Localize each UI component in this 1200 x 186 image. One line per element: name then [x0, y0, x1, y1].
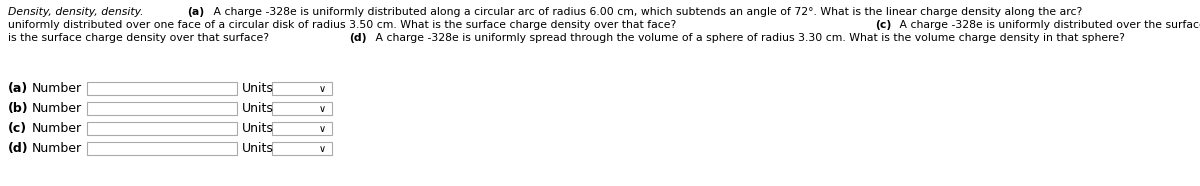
Text: Number: Number	[32, 142, 82, 155]
Text: Units: Units	[242, 122, 274, 135]
Bar	[272, 122, 332, 135]
Bar	[88, 102, 238, 115]
Text: Number: Number	[32, 82, 82, 95]
Bar	[88, 82, 238, 95]
Text: Units: Units	[242, 82, 274, 95]
Text: Units: Units	[242, 142, 274, 155]
Text: (d): (d)	[349, 33, 367, 43]
Text: ∨: ∨	[318, 103, 325, 113]
Text: uniformly distributed over one face of a circular disk of radius 3.50 cm. What i: uniformly distributed over one face of a…	[8, 20, 679, 30]
Text: (b): (b)	[8, 102, 29, 115]
Text: ∨: ∨	[318, 124, 325, 134]
Text: ∨: ∨	[318, 144, 325, 153]
Text: A charge -328e is uniformly spread through the volume of a sphere of radius 3.30: A charge -328e is uniformly spread throu…	[372, 33, 1124, 43]
Text: A charge -328e is uniformly distributed along a circular arc of radius 6.00 cm, : A charge -328e is uniformly distributed …	[210, 7, 1085, 17]
Text: A charge -328e is uniformly distributed over the surface of a sphere of radius 2: A charge -328e is uniformly distributed …	[895, 20, 1200, 30]
Text: (d): (d)	[8, 142, 29, 155]
Text: (c): (c)	[8, 122, 28, 135]
Text: (c): (c)	[875, 20, 892, 30]
Text: Density, density, density.: Density, density, density.	[8, 7, 144, 17]
Text: (a): (a)	[8, 82, 29, 95]
Text: Number: Number	[32, 102, 82, 115]
Bar	[88, 122, 238, 135]
Text: ∨: ∨	[318, 84, 325, 94]
Text: Units: Units	[242, 102, 274, 115]
Bar	[272, 82, 332, 95]
Text: (a): (a)	[187, 7, 205, 17]
Bar	[88, 142, 238, 155]
Bar	[272, 102, 332, 115]
Bar	[272, 142, 332, 155]
Text: is the surface charge density over that surface?: is the surface charge density over that …	[8, 33, 272, 43]
Text: Number: Number	[32, 122, 82, 135]
